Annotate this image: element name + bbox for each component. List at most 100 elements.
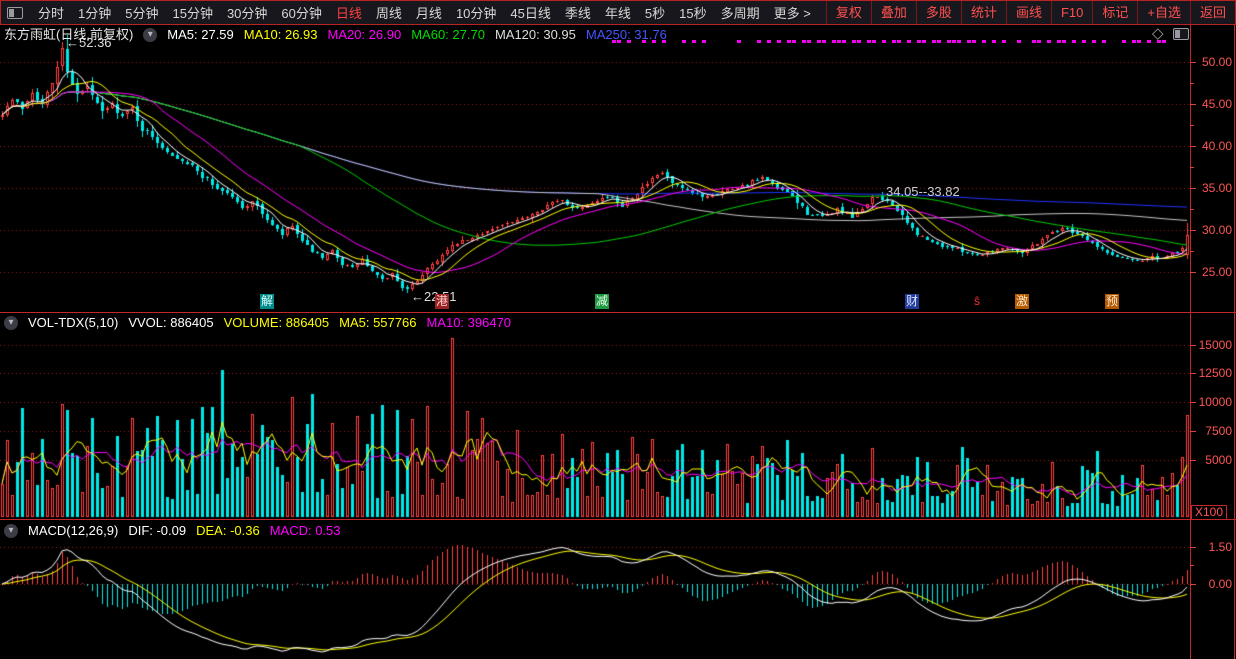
volume-tick-label: 15000 xyxy=(1198,338,1232,352)
signal-mark-icon xyxy=(1057,40,1061,43)
price-tick xyxy=(1190,62,1196,63)
volume-tick xyxy=(1190,402,1196,403)
period-tab-分时[interactable]: 分时 xyxy=(38,6,65,21)
period-tab-5分钟[interactable]: 5分钟 xyxy=(125,6,159,21)
signal-mark-icon xyxy=(907,40,911,43)
period-tab-多周期[interactable]: 多周期 xyxy=(720,6,760,21)
signal-mark-icon xyxy=(1082,40,1086,43)
volume-pane: ▾ VOL-TDX(5,10) VVOL: 886405 VOLUME: 88640… xyxy=(0,313,1236,519)
signal-mark-icon xyxy=(612,40,616,43)
action-标记[interactable]: 标记 xyxy=(1092,1,1137,24)
period-tab-更多 >[interactable]: 更多 > xyxy=(773,6,811,21)
price-minor-tick xyxy=(1190,251,1194,252)
signal-mark-icon xyxy=(1157,40,1161,43)
signal-mark-icon xyxy=(617,40,621,43)
signal-mark-icon xyxy=(952,40,956,43)
volume-unit-label: X100 xyxy=(1191,505,1228,520)
event-marker-财[interactable]: 财 xyxy=(905,294,919,309)
action-叠加[interactable]: 叠加 xyxy=(870,1,916,24)
price-minor-tick xyxy=(1190,125,1194,126)
action-多股[interactable]: 多股 xyxy=(915,1,961,24)
action-统计[interactable]: 统计 xyxy=(960,1,1006,24)
period-tab-5秒[interactable]: 5秒 xyxy=(644,6,666,21)
signal-mark-icon xyxy=(787,40,791,43)
menu-bar: 分时 1分钟 5分钟 15分钟 30分钟 60分钟 日线 周线 月线 10分钟 45日线 季线 年线 5秒… xyxy=(0,0,1236,25)
macd-chart-canvas[interactable] xyxy=(0,521,1190,659)
price-tick xyxy=(1190,188,1196,189)
period-tab-10分钟[interactable]: 10分钟 xyxy=(455,6,497,21)
signal-mark-icon xyxy=(682,40,686,43)
action-F10[interactable]: F10 xyxy=(1050,1,1092,24)
period-tab-15分钟[interactable]: 15分钟 xyxy=(172,6,213,21)
price-tick xyxy=(1190,146,1196,147)
period-tab-1分钟[interactable]: 1分钟 xyxy=(78,6,112,21)
volume-tick xyxy=(1190,460,1196,461)
price-minor-tick xyxy=(1190,167,1194,168)
action-复权[interactable]: 复权 xyxy=(825,1,871,24)
window-layout-icon[interactable] xyxy=(7,6,23,19)
period-tab-45日线[interactable]: 45日线 xyxy=(510,6,551,21)
signal-mark-icon xyxy=(972,40,976,43)
price-chart-canvas[interactable] xyxy=(0,25,1190,312)
volume-tick xyxy=(1190,373,1196,374)
price-minor-tick xyxy=(1190,209,1194,210)
signal-mark-icon xyxy=(737,40,741,43)
period-tab-15秒[interactable]: 15秒 xyxy=(679,6,707,21)
price-tick-label: 45.00 xyxy=(1201,97,1232,111)
action-画线[interactable]: 画线 xyxy=(1005,1,1051,24)
signal-mark-icon xyxy=(817,40,821,43)
macd-pane: ▾ MACD(12,26,9) DIF: -0.09 DEA: -0.36 MACD:… xyxy=(0,521,1236,659)
toolbar-actions: 复权 叠加 多股 统计 画线 F10 标记 +自选 返回 xyxy=(825,1,1235,24)
pane-separator xyxy=(0,519,1236,520)
event-marker-ŝ[interactable]: ŝ xyxy=(970,294,984,309)
signal-mark-icon xyxy=(1162,40,1166,43)
macd-tick xyxy=(1190,547,1196,548)
action-返回[interactable]: 返回 xyxy=(1189,1,1235,24)
signal-mark-icon xyxy=(642,40,646,43)
price-tick xyxy=(1190,272,1196,273)
signal-mark-icon xyxy=(937,40,941,43)
diamond-tool-icon[interactable]: ◇ xyxy=(1152,25,1164,42)
event-marker-预[interactable]: 预 xyxy=(1105,294,1119,309)
event-marker-激[interactable]: 激 xyxy=(1015,294,1029,309)
period-tab-月线[interactable]: 月线 xyxy=(415,6,442,21)
signal-mark-icon xyxy=(867,40,871,43)
collapse-pane-icon[interactable]: ▾ xyxy=(4,523,18,538)
signal-mark-icon xyxy=(1102,40,1106,43)
period-tab-日线[interactable]: 日线 xyxy=(335,6,362,21)
event-marker-减[interactable]: 减 xyxy=(595,294,609,309)
collapse-pane-icon[interactable]: ▾ xyxy=(4,315,18,330)
signal-mark-icon xyxy=(892,40,896,43)
macd-tick xyxy=(1190,584,1196,585)
signal-mark-icon xyxy=(837,40,841,43)
period-tab-年线[interactable]: 年线 xyxy=(604,6,631,21)
volume-chart-canvas[interactable] xyxy=(0,313,1190,519)
period-tab-季线[interactable]: 季线 xyxy=(564,6,591,21)
period-tab-60分钟[interactable]: 60分钟 xyxy=(281,6,322,21)
signal-mark-icon xyxy=(967,40,971,43)
signal-mark-icon xyxy=(1092,40,1096,43)
signal-mark-icon xyxy=(922,40,926,43)
price-axis-line xyxy=(1190,25,1191,659)
signal-mark-icon xyxy=(627,40,631,43)
period-tab-周线[interactable]: 周线 xyxy=(375,6,402,21)
action-+自选[interactable]: +自选 xyxy=(1137,1,1190,24)
signal-mark-icon xyxy=(957,40,961,43)
signal-mark-icon xyxy=(1132,40,1136,43)
price-tick-label: 50.00 xyxy=(1201,55,1232,69)
pane-split-icon[interactable] xyxy=(1173,28,1189,40)
price-tick xyxy=(1190,104,1196,105)
volume-tick-label: 5000 xyxy=(1205,453,1232,467)
signal-mark-icon xyxy=(842,40,846,43)
event-marker-解[interactable]: 解 xyxy=(260,294,274,309)
signal-mark-icon xyxy=(807,40,811,43)
signal-mark-icon xyxy=(702,40,706,43)
event-marker-港[interactable]: 港 xyxy=(435,294,449,309)
macd-tick-label: 0.00 xyxy=(1208,577,1232,591)
period-tab-30分钟[interactable]: 30分钟 xyxy=(226,6,268,21)
signal-mark-icon xyxy=(1122,40,1126,43)
window-right-border xyxy=(1234,25,1235,659)
collapse-pane-icon[interactable]: ▾ xyxy=(143,27,158,42)
signal-mark-icon xyxy=(1017,40,1021,43)
